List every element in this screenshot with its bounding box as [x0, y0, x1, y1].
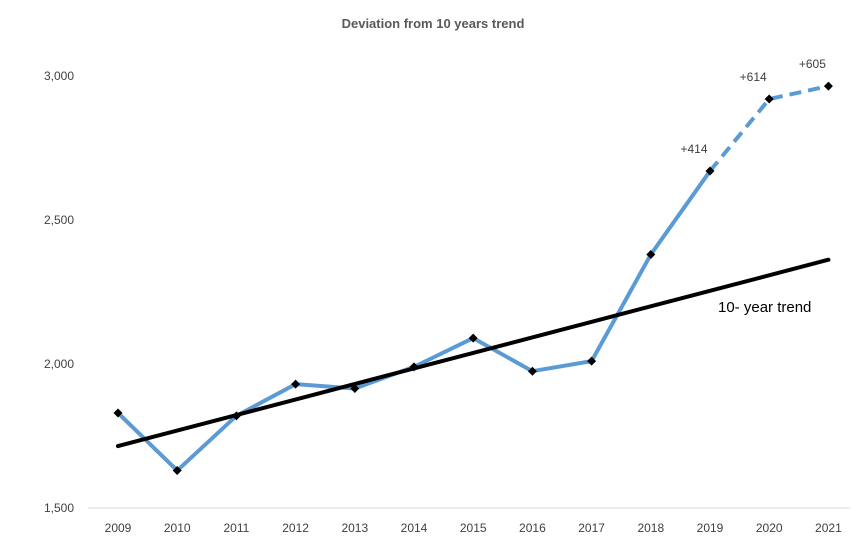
x-tick-label: 2017 [578, 521, 605, 535]
data-point [823, 81, 833, 91]
series-line-projected [708, 84, 829, 173]
data-point [705, 166, 715, 176]
x-tick-label: 2018 [637, 521, 664, 535]
x-tick-label: 2020 [756, 521, 783, 535]
x-tick-label: 2021 [815, 521, 842, 535]
data-point [113, 408, 123, 418]
trend-line [116, 257, 831, 449]
x-tick-label: 2016 [519, 521, 546, 535]
trend-line-label: 10- year trend [718, 299, 811, 316]
data-point [468, 333, 478, 343]
data-point [409, 362, 419, 372]
x-tick-label: 2009 [105, 521, 132, 535]
x-tick-label: 2010 [164, 521, 191, 535]
x-tick-label: 2014 [401, 521, 428, 535]
data-point [172, 466, 182, 476]
chart-title: Deviation from 10 years trend [341, 16, 525, 31]
x-tick-label: 2019 [697, 521, 724, 535]
y-tick-label: 3,000 [44, 69, 74, 83]
x-tick-label: 2015 [460, 521, 487, 535]
data-point [350, 383, 360, 393]
y-tick-label: 1,500 [44, 501, 74, 515]
y-tick-label: 2,500 [44, 213, 74, 227]
x-tick-label: 2013 [341, 521, 368, 535]
y-tick-label: 2,000 [44, 357, 74, 371]
data-point [764, 94, 774, 104]
data-point [587, 356, 597, 366]
data-point [231, 411, 241, 421]
data-label: +414 [680, 142, 707, 156]
data-point [646, 250, 656, 260]
series-line-actual [116, 169, 712, 473]
data-label: +605 [799, 57, 826, 71]
x-tick-label: 2012 [282, 521, 309, 535]
data-point [291, 379, 301, 389]
x-tick-label: 2011 [223, 521, 249, 535]
data-label: +614 [740, 70, 767, 84]
data-point [527, 366, 537, 376]
